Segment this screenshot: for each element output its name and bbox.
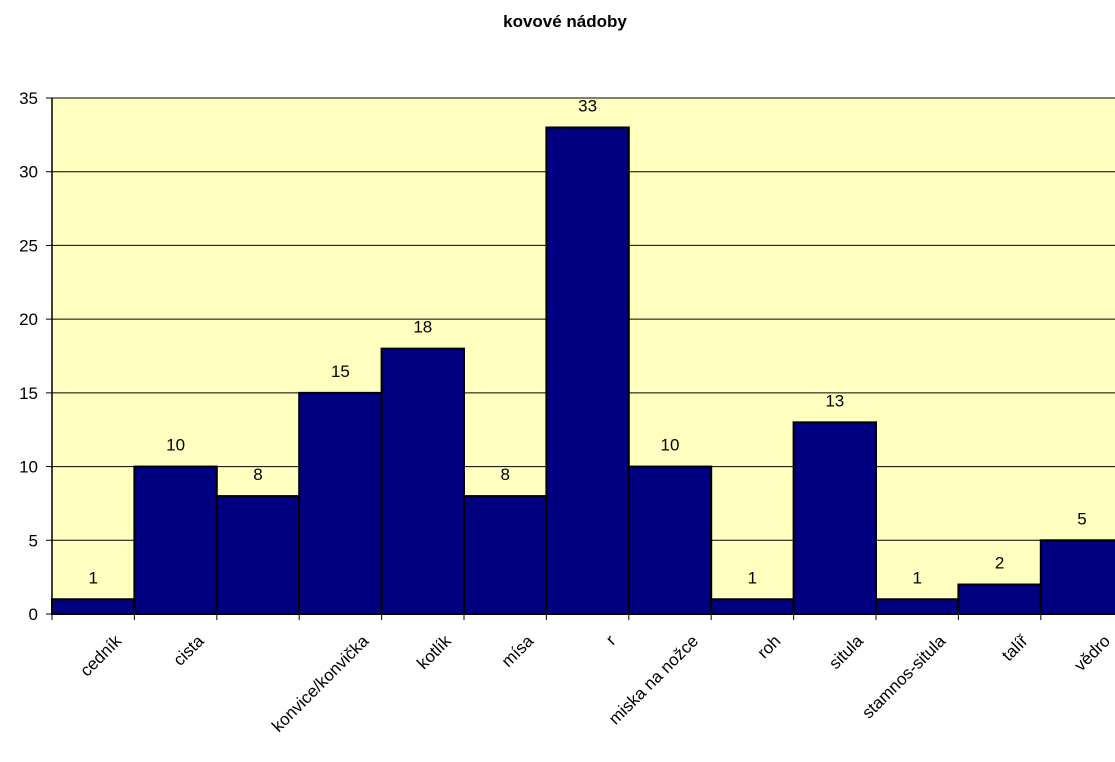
bar (545, 126, 630, 615)
chart-title: kovové nádoby (503, 12, 627, 31)
bar (957, 583, 1042, 615)
data-label: 5 (1077, 509, 1086, 528)
bar (875, 598, 960, 615)
data-label: 10 (166, 436, 185, 455)
data-label: 18 (413, 318, 432, 337)
y-tick-label: 10 (19, 458, 38, 477)
x-tick-label: situla (825, 631, 867, 673)
data-label: 8 (500, 465, 509, 484)
data-label: 1 (912, 568, 921, 587)
y-tick-label: 20 (19, 310, 38, 329)
data-label: 2 (995, 554, 1004, 573)
data-label: 1 (88, 568, 97, 587)
data-label: 8 (253, 465, 262, 484)
x-tick-label: miska na nožce (605, 631, 702, 728)
bar (627, 465, 713, 616)
x-tick-label: vědro (1071, 631, 1115, 675)
x-tick-label: kotlík (413, 631, 455, 673)
data-labels: 1 10 8 15 18 8 33 10 1 13 1 2 5 (88, 96, 1086, 587)
bar (463, 495, 548, 615)
bar (380, 347, 466, 615)
bar (792, 421, 877, 616)
y-tick-label: 30 (19, 163, 38, 182)
x-tick-label: mísa (498, 631, 538, 671)
bar (51, 598, 136, 615)
x-tick-label: konvice/konvička (268, 631, 373, 736)
x-tick-label: r (602, 631, 620, 649)
bar (710, 598, 795, 615)
x-tick-label: stamnos-situla (858, 631, 949, 722)
bar (215, 495, 301, 615)
data-label: 13 (825, 391, 844, 410)
bars (51, 126, 1115, 616)
x-tick-label: talíř (998, 631, 1032, 665)
bar (133, 465, 218, 616)
bar (1039, 539, 1115, 615)
x-tick-label: cedník (76, 631, 125, 680)
x-tick-label: roh (754, 631, 785, 662)
data-label: 1 (748, 568, 757, 587)
y-tick-label: 25 (19, 236, 38, 255)
y-tick-label: 5 (29, 531, 38, 550)
data-label: 15 (331, 362, 350, 381)
y-tick-label: 35 (19, 89, 38, 108)
data-label: 10 (661, 436, 680, 455)
data-label: 33 (578, 96, 597, 115)
bar (298, 391, 383, 615)
y-tick-label: 15 (19, 384, 38, 403)
y-tick-label: 0 (29, 605, 38, 624)
x-tick-label: cista (169, 631, 208, 670)
